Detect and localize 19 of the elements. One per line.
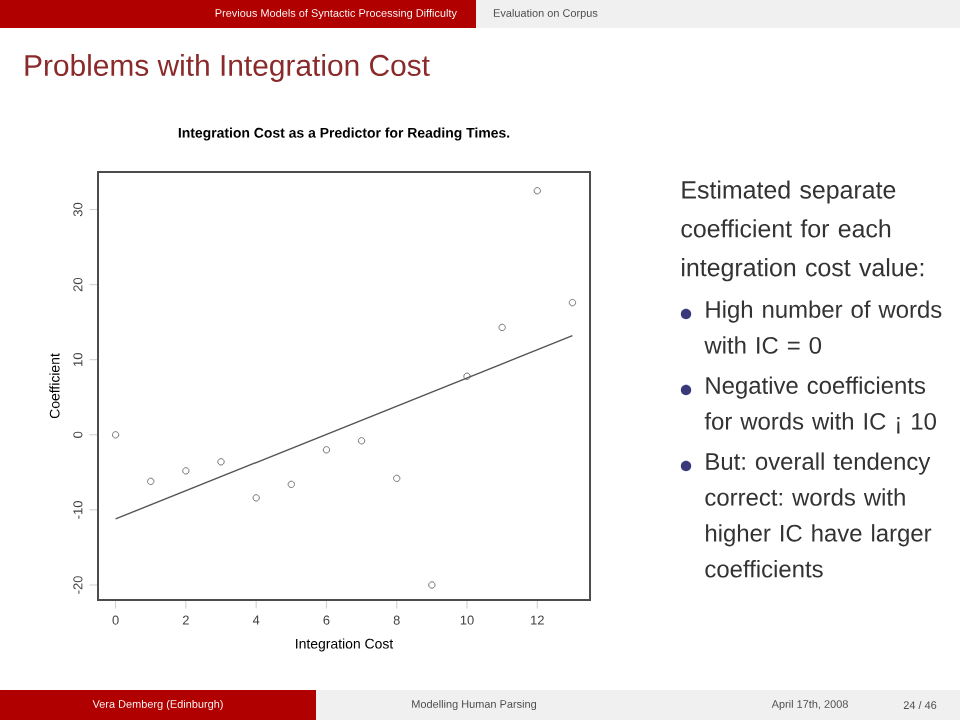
point bbox=[357, 437, 366, 445]
text: Negative coefficients for words with IC ¡ 10 bbox=[704, 376, 936, 434]
text: But: overall tendency correct: words with higher IC have larger coefficients bbox=[705, 452, 932, 578]
point bbox=[393, 474, 401, 482]
point bbox=[428, 581, 436, 589]
point bbox=[182, 467, 190, 475]
point bbox=[463, 372, 471, 380]
point bbox=[111, 431, 120, 439]
text: High number of words with IC = 0 bbox=[704, 300, 942, 354]
point bbox=[287, 480, 295, 488]
point bbox=[147, 477, 155, 485]
point bbox=[217, 458, 225, 466]
point bbox=[322, 446, 331, 454]
point bbox=[252, 494, 260, 502]
text: Estimated separate coefficient for each integration cost value: bbox=[681, 180, 924, 282]
point bbox=[498, 323, 506, 332]
point bbox=[568, 299, 577, 307]
text: Problems with Integration Cost bbox=[25, 54, 430, 82]
point bbox=[533, 187, 541, 195]
